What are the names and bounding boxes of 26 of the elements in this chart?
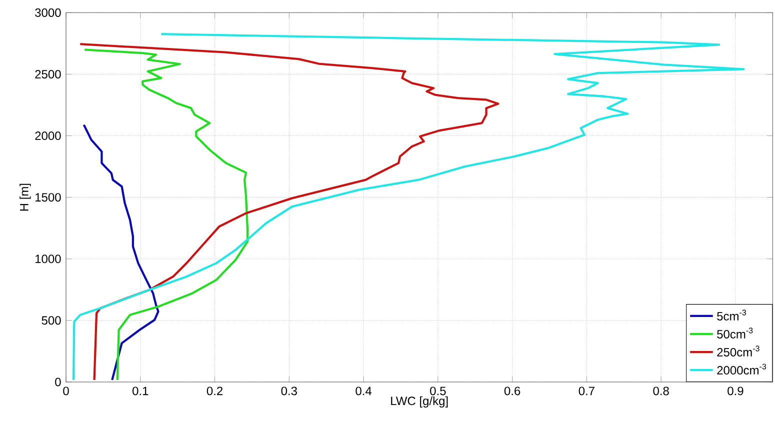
line-series bbox=[84, 48, 249, 382]
y-tick-label: 0 bbox=[55, 378, 61, 386]
x-tick-label: 0.7 bbox=[578, 386, 594, 396]
x-tick-label: 0.2 bbox=[206, 386, 223, 396]
x-tick-label: 0.5 bbox=[430, 386, 446, 396]
legend-label: 2000cm$^{-3}$ bbox=[717, 364, 766, 375]
legend-label: 250cm$^{-3}$ bbox=[717, 346, 760, 356]
y-tick-label: 1000 bbox=[36, 254, 61, 264]
x-tick-label: 0.8 bbox=[653, 386, 669, 396]
legend-label: 5cm$^{-3}$ bbox=[717, 310, 746, 320]
y-axis-title: H [m] bbox=[20, 184, 31, 211]
x-axis-title: LWC [g/kg] bbox=[391, 396, 448, 408]
y-tick-label: 2000 bbox=[35, 132, 61, 140]
y-tick-label: 500 bbox=[42, 316, 61, 325]
y-tick-label: 2500 bbox=[35, 70, 61, 78]
x-tick-label: 0.9 bbox=[728, 386, 744, 396]
legend-label: 50cm$^{-3}$ bbox=[717, 328, 753, 338]
line-series bbox=[82, 124, 160, 382]
y-tick-label: 3000 bbox=[35, 8, 61, 17]
x-tick-label: 0.1 bbox=[132, 386, 148, 396]
y-tick-label: 1500 bbox=[36, 193, 61, 202]
x-tick-label: 0 bbox=[63, 386, 69, 396]
line-series bbox=[79, 42, 500, 382]
x-tick-label: 0.4 bbox=[356, 386, 372, 396]
x-tick-label: 0.6 bbox=[504, 386, 520, 396]
x-tick-label: 0.3 bbox=[281, 386, 297, 396]
